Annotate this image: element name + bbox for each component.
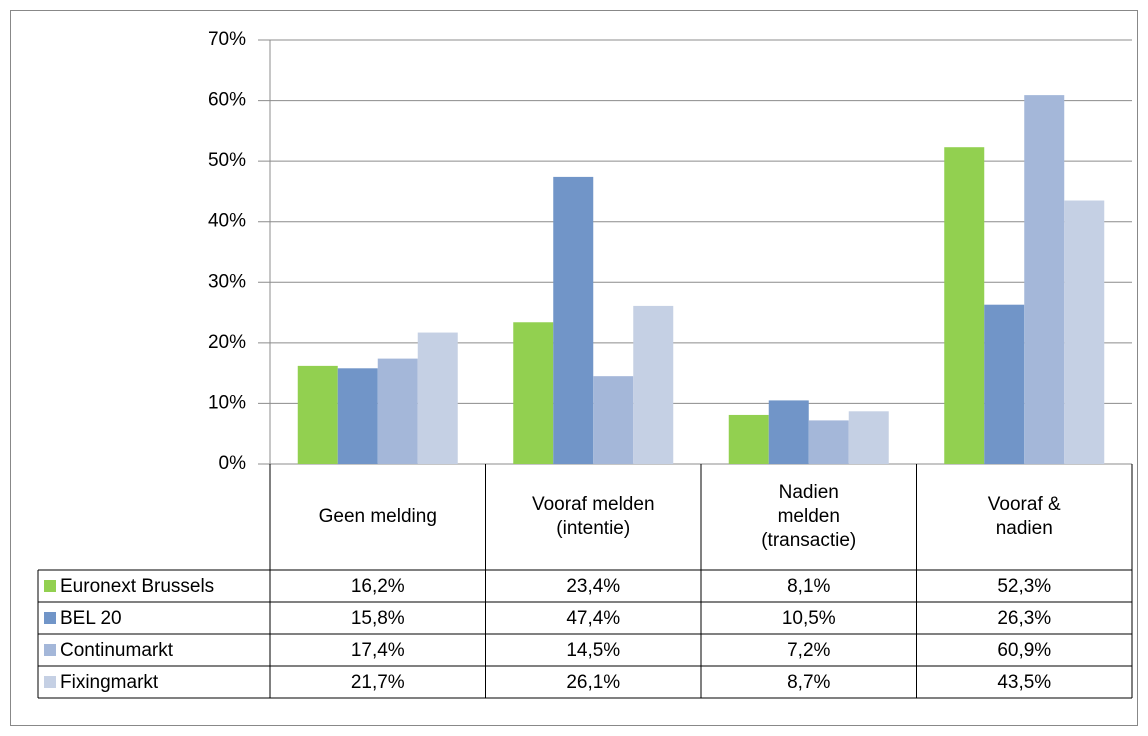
legend-swatch: [44, 612, 56, 624]
table-value: 47,4%: [566, 608, 620, 629]
table-value: 43,5%: [997, 672, 1051, 693]
table-value: 8,1%: [787, 576, 830, 597]
table-value: 26,1%: [566, 672, 620, 693]
category-label: Vooraf & nadien: [917, 464, 1133, 570]
bar: [1024, 95, 1065, 465]
chart-border: [10, 10, 1138, 726]
bar: [808, 420, 849, 464]
bar: [593, 376, 634, 464]
bar: [297, 365, 338, 464]
y-tick-label: 50%: [208, 150, 246, 171]
category-text: Geen melding: [318, 506, 437, 527]
bar: [984, 304, 1025, 464]
category-label: Vooraf melden (intentie): [486, 464, 702, 570]
legend-label: BEL 20: [60, 608, 122, 629]
bar: [553, 176, 594, 465]
table-value: 7,2%: [787, 640, 830, 661]
bar: [377, 358, 418, 464]
legend-label: Euronext Brussels: [60, 576, 214, 597]
bar: [633, 305, 674, 464]
bar: [1064, 200, 1105, 464]
table-value: 52,3%: [997, 576, 1051, 597]
category-text: Vooraf & nadien: [987, 494, 1061, 539]
bar: [728, 414, 769, 464]
y-tick-label: 70%: [208, 29, 246, 50]
legend-label: Continumarkt: [60, 640, 174, 661]
legend-swatch: [44, 676, 56, 688]
y-tick-label: 10%: [208, 392, 246, 413]
table-value: 60,9%: [997, 640, 1051, 661]
table-value: 21,7%: [351, 672, 405, 693]
table-value: 8,7%: [787, 672, 830, 693]
bar: [513, 322, 554, 464]
y-tick-label: 60%: [208, 90, 246, 111]
bar: [848, 411, 889, 464]
category-label: Nadien melden (transactie): [701, 464, 917, 570]
table-value: 23,4%: [566, 576, 620, 597]
table-value: 10,5%: [782, 608, 836, 629]
category-text: Nadien melden (transactie): [761, 482, 857, 551]
category-text: Vooraf melden (intentie): [531, 494, 655, 539]
table-value: 16,2%: [351, 576, 405, 597]
y-tick-label: 20%: [208, 332, 246, 353]
bar: [417, 332, 458, 464]
category-label: Geen melding: [270, 464, 486, 570]
table-value: 17,4%: [351, 640, 405, 661]
legend-label: Fixingmarkt: [60, 672, 159, 693]
table-value: 26,3%: [997, 608, 1051, 629]
y-tick-label: 0%: [219, 453, 247, 474]
table-value: 14,5%: [566, 640, 620, 661]
bar: [944, 147, 985, 464]
legend-swatch: [44, 644, 56, 656]
table-value: 15,8%: [351, 608, 405, 629]
y-tick-label: 30%: [208, 271, 246, 292]
bar: [768, 400, 809, 464]
legend-swatch: [44, 580, 56, 592]
bar: [337, 368, 378, 464]
y-tick-label: 40%: [208, 211, 246, 232]
